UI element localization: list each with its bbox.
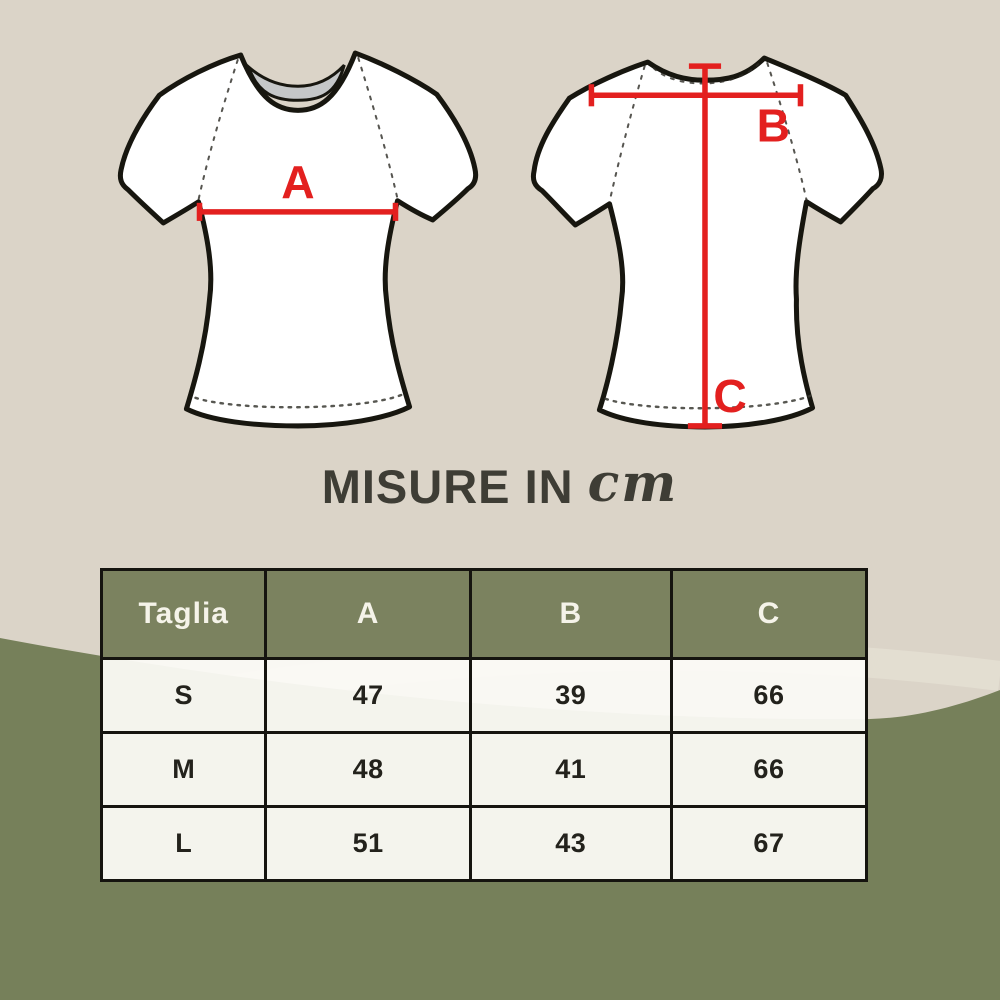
value-cell: 67 — [669, 805, 869, 882]
value-cell: 43 — [468, 805, 673, 882]
measurement-line-a — [196, 202, 399, 221]
value-cell: 41 — [468, 731, 673, 808]
back-sleeve-seam-left — [608, 65, 646, 203]
page-title: MISURE IN cm — [0, 452, 1000, 520]
value-cell: 66 — [669, 731, 869, 808]
front-sleeve-seam-right — [357, 57, 399, 200]
size-cell: S — [99, 657, 268, 734]
value-cell: 48 — [264, 731, 472, 808]
back-shirt-diagram: B C — [530, 55, 884, 430]
size-cell: L — [99, 805, 268, 882]
measurement-line-b — [588, 84, 804, 107]
header-cell-taglia: Taglia — [99, 568, 268, 660]
value-cell: 47 — [264, 657, 472, 734]
front-shirt-outline — [117, 50, 479, 429]
header-cell-c: C — [669, 568, 869, 660]
table-row-m: M 48 41 66 — [99, 731, 869, 808]
header-cell-b: B — [468, 568, 673, 660]
back-sleeve-seam-right — [766, 62, 808, 201]
size-table-header-row: Taglia A B C — [99, 568, 869, 660]
value-cell: 66 — [669, 657, 869, 734]
title-unit-text: cm — [587, 453, 679, 514]
measurement-label-b: B — [757, 99, 790, 151]
value-cell: 39 — [468, 657, 673, 734]
table-row-l: L 51 43 67 — [99, 805, 869, 882]
value-cell: 51 — [264, 805, 472, 882]
table-row-s: S 47 39 66 — [99, 657, 869, 734]
measurement-label-c: C — [713, 370, 746, 422]
measurement-line-c — [687, 63, 723, 429]
front-sleeve-seam-left — [197, 59, 239, 201]
size-table: Taglia A B C S 47 39 66 M 48 41 66 L 51 … — [99, 568, 869, 882]
header-cell-a: A — [264, 568, 472, 660]
size-cell: M — [99, 731, 268, 808]
front-hem-stitch — [194, 393, 403, 409]
title-text: MISURE IN — [321, 459, 574, 513]
front-shirt-diagram: A — [117, 50, 479, 429]
front-collar-inner — [245, 62, 346, 102]
measurement-label-a: A — [281, 156, 314, 208]
back-neck-seam — [652, 63, 760, 85]
